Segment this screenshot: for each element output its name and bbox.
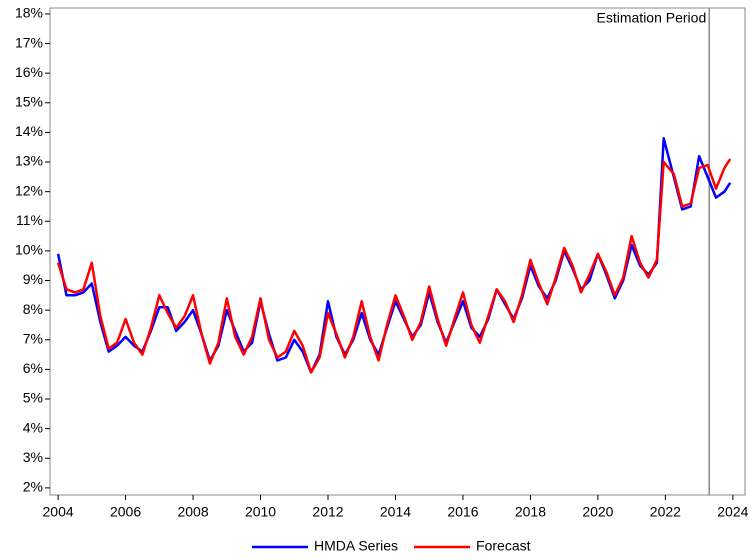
legend-label: HMDA Series (314, 538, 398, 554)
legend-label: Forecast (476, 538, 531, 554)
plot-frame (49, 7, 746, 496)
y-tick-label: 7% (23, 330, 43, 346)
y-tick-label: 11% (16, 212, 43, 228)
x-tick-label: 2010 (245, 504, 276, 520)
x-tick-label: 2006 (110, 504, 141, 520)
annotation: Estimation Period (597, 10, 707, 26)
y-tick-label: 13% (15, 153, 43, 169)
y-tick-label: 2% (23, 479, 43, 495)
x-tick-label: 2016 (447, 504, 478, 520)
y-tick-label: 15% (15, 93, 43, 109)
y-tick-label: 10% (15, 242, 43, 258)
x-tick-label: 2024 (717, 504, 748, 520)
y-tick-label: 18% (15, 5, 43, 21)
x-tick-label: 2022 (650, 504, 681, 520)
x-tick-label: 2018 (515, 504, 546, 520)
y-tick-label: 5% (23, 390, 43, 406)
y-tick-label: 9% (23, 271, 43, 287)
x-tick-label: 2004 (43, 504, 74, 520)
y-tick-label: 14% (15, 123, 43, 139)
x-tick-label: 2012 (312, 504, 343, 520)
x-tick-label: 2014 (380, 504, 411, 520)
y-tick-label: 12% (15, 182, 43, 198)
y-tick-label: 17% (15, 34, 43, 50)
series-line (56, 137, 732, 374)
y-tick-label: 6% (23, 360, 43, 376)
y-tick-label: 8% (23, 301, 43, 317)
y-tick-label: 16% (15, 64, 43, 80)
x-tick-label: 2020 (582, 504, 613, 520)
x-tick-label: 2008 (177, 504, 208, 520)
y-tick-label: 4% (23, 419, 43, 435)
series-line (56, 158, 732, 374)
y-tick-label: 3% (23, 449, 43, 465)
